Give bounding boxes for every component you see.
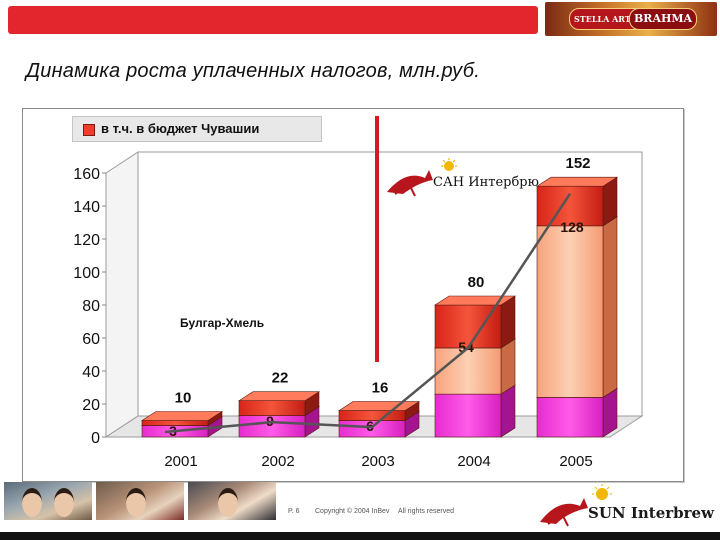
data-label-total: 10 <box>175 390 192 407</box>
x-tick-label: 2001 <box>164 453 197 470</box>
bar-top-2004 <box>433 295 517 349</box>
chart-side-wall <box>105 151 139 438</box>
bar-top-2004-top <box>433 295 517 306</box>
y-tick-label: 0 <box>91 430 100 447</box>
x-tick-label: 2003 <box>361 453 394 470</box>
bar-top-2001-top <box>140 411 224 421</box>
bottom-bar <box>0 532 720 540</box>
photo-people-1 <box>4 482 92 520</box>
bar-top-2005 <box>535 176 619 227</box>
x-tick-label: 2004 <box>457 453 490 470</box>
bar-mid-2004 <box>433 338 517 395</box>
chart-annotation: Булгар-Хмель <box>180 316 265 330</box>
bar-mid-2005-front <box>536 225 604 398</box>
copyright-text: Copyright © 2004 InBev <box>315 508 390 515</box>
bar-top-2003-top <box>337 401 421 411</box>
bar-top-2001 <box>140 410 224 426</box>
photo-people-3 <box>188 482 276 520</box>
bar-top-2003 <box>337 401 421 422</box>
bar-base-2005-front <box>536 397 604 438</box>
x-tick-label: 2002 <box>261 453 294 470</box>
footer-photos <box>4 482 276 520</box>
bar-top-2005-top <box>535 176 619 187</box>
y-tick-label: 120 <box>73 232 100 249</box>
data-label-total: 80 <box>468 274 485 291</box>
logo-mid-text: САН Интербрю <box>433 175 539 190</box>
y-tick-label: 60 <box>82 331 100 348</box>
y-tick-label: 80 <box>82 298 100 315</box>
data-label-budget: 128 <box>560 219 584 235</box>
rights-text: All rights reserved <box>398 508 455 515</box>
legend-label: в т.ч. в бюджет Чувашии <box>101 121 260 136</box>
trend-line <box>164 193 572 434</box>
bar-top-2002 <box>237 391 321 417</box>
stork-icon-footer <box>540 484 612 527</box>
data-label-total: 152 <box>565 155 590 172</box>
sun-interbrew-logo: SUN Interbrew <box>536 484 720 530</box>
bar-mid-2004-front <box>434 347 502 395</box>
bar-top-2005-front <box>536 185 604 227</box>
brand-photo-strip: STELLA ARTOIS BRAHMA <box>545 2 717 36</box>
page-title: Динамика роста уплаченных налогов, млн.р… <box>26 60 480 82</box>
y-tick-label: 20 <box>82 397 100 414</box>
divider-line <box>375 116 379 362</box>
chart-legend: в т.ч. в бюджет Чувашии <box>72 116 322 142</box>
brand-logo-brahma: BRAHMA <box>629 8 698 30</box>
bar-base-2004-front <box>434 393 502 438</box>
photo-people-2 <box>96 482 184 520</box>
y-tick-label: 140 <box>73 199 100 216</box>
header-bar <box>8 6 538 34</box>
logo-foot-text: SUN Interbrew <box>588 504 714 522</box>
bar-mid-2004-side <box>500 338 516 395</box>
legend-swatch <box>83 124 95 136</box>
y-tick-label: 160 <box>73 166 100 183</box>
x-tick-label: 2005 <box>559 453 592 470</box>
stork-icon <box>387 158 457 197</box>
page-number: P. 6 <box>288 508 300 515</box>
bar-mid-2005 <box>535 216 619 398</box>
y-tick-label: 40 <box>82 364 100 381</box>
data-label-total: 22 <box>272 370 289 387</box>
bar-top-2002-top <box>237 391 321 402</box>
bar-mid-2005-side <box>602 216 618 398</box>
sun-interbrew-logo-cyrillic: САН Интербрю <box>381 158 541 200</box>
y-tick-label: 100 <box>73 265 100 282</box>
data-label-total: 16 <box>372 380 389 397</box>
